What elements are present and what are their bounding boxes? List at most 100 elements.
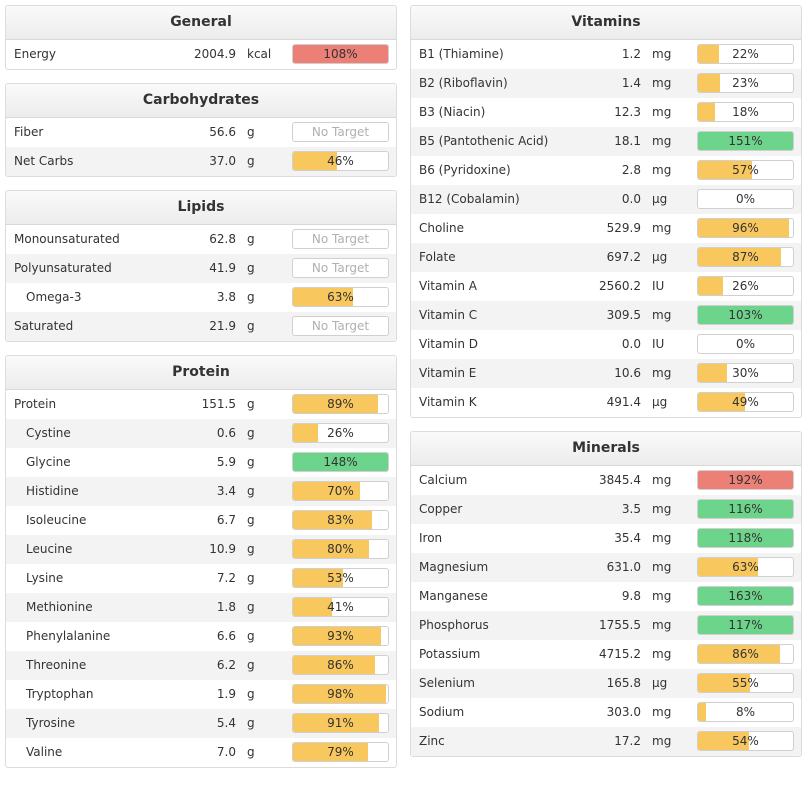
nutrient-row-fiber[interactable]: Fiber 56.6 g No Target <box>6 118 396 147</box>
nutrient-unit: kcal <box>247 47 272 61</box>
nutrient-unit: mg <box>652 76 672 90</box>
nutrient-row-manganese[interactable]: Manganese 9.8 mg 163% <box>411 582 801 611</box>
target-percent-label: 26% <box>732 279 759 293</box>
nutrient-row-tryptophan[interactable]: Tryptophan 1.9 g 98% <box>6 680 396 709</box>
nutrient-row-magnesium[interactable]: Magnesium 631.0 mg 63% <box>411 553 801 582</box>
nutrient-name: B12 (Cobalamin) <box>419 192 520 206</box>
nutrient-name: Choline <box>419 221 464 235</box>
nutrient-row-saturated[interactable]: Saturated 21.9 g No Target <box>6 312 396 341</box>
nutrient-row-zinc[interactable]: Zinc 17.2 mg 54% <box>411 727 801 756</box>
target-progress-bar: 0% <box>697 189 794 209</box>
target-progress-bar: No Target <box>292 229 389 249</box>
target-progress-bar: 80% <box>292 539 389 559</box>
nutrient-row-b12-cobalamin[interactable]: B12 (Cobalamin) 0.0 µg 0% <box>411 185 801 214</box>
nutrient-row-calcium[interactable]: Calcium 3845.4 mg 192% <box>411 466 801 495</box>
minerals-panel: Minerals Calcium 3845.4 mg 192% Copper 3.5 mg 11… <box>410 431 802 757</box>
nutrient-name: Vitamin C <box>419 308 478 322</box>
target-percent-label: 151% <box>728 134 763 148</box>
nutrient-row-leucine[interactable]: Leucine 10.9 g 80% <box>6 535 396 564</box>
nutrient-row-sodium[interactable]: Sodium 303.0 mg 8% <box>411 698 801 727</box>
nutrient-amount: 631.0 <box>606 560 641 574</box>
target-progress-bar: 26% <box>292 423 389 443</box>
nutrient-name: Folate <box>419 250 456 264</box>
nutrient-unit: mg <box>652 221 672 235</box>
nutrient-row-b1-thiamine[interactable]: B1 (Thiamine) 1.2 mg 22% <box>411 40 801 69</box>
nutrient-row-choline[interactable]: Choline 529.9 mg 96% <box>411 214 801 243</box>
nutrient-row-b2-riboflavin[interactable]: B2 (Riboflavin) 1.4 mg 23% <box>411 69 801 98</box>
target-progress-bar: 79% <box>292 742 389 762</box>
nutrient-name: Omega-3 <box>26 290 82 304</box>
nutrient-row-vitamin-a[interactable]: Vitamin A 2560.2 IU 26% <box>411 272 801 301</box>
nutrient-row-valine[interactable]: Valine 7.0 g 79% <box>6 738 396 767</box>
nutrient-name: Magnesium <box>419 560 489 574</box>
nutrient-row-methionine[interactable]: Methionine 1.8 g 41% <box>6 593 396 622</box>
target-progress-bar: 41% <box>292 597 389 617</box>
target-progress-fill <box>698 103 716 121</box>
nutrient-row-iron[interactable]: Iron 35.4 mg 118% <box>411 524 801 553</box>
nutrient-row-energy[interactable]: Energy 2004.9 kcal 108% <box>6 40 396 69</box>
nutrient-row-phenylalanine[interactable]: Phenylalanine 6.6 g 93% <box>6 622 396 651</box>
nutrient-row-threonine[interactable]: Threonine 6.2 g 86% <box>6 651 396 680</box>
nutrient-row-selenium[interactable]: Selenium 165.8 µg 55% <box>411 669 801 698</box>
nutrient-row-potassium[interactable]: Potassium 4715.2 mg 86% <box>411 640 801 669</box>
nutrient-row-net-carbs[interactable]: Net Carbs 37.0 g 46% <box>6 147 396 176</box>
nutrient-row-monounsaturated[interactable]: Monounsaturated 62.8 g No Target <box>6 225 396 254</box>
protein-rows: Protein 151.5 g 89% Cystine 0.6 g 26% Glycine 5.9… <box>6 390 396 767</box>
nutrient-name: Zinc <box>419 734 445 748</box>
target-progress-bar: 108% <box>292 44 389 64</box>
nutrient-row-vitamin-k[interactable]: Vitamin K 491.4 µg 49% <box>411 388 801 417</box>
nutrient-row-lysine[interactable]: Lysine 7.2 g 53% <box>6 564 396 593</box>
nutrient-row-tyrosine[interactable]: Tyrosine 5.4 g 91% <box>6 709 396 738</box>
nutrient-name: Vitamin K <box>419 395 477 409</box>
nutrient-row-polyunsaturated[interactable]: Polyunsaturated 41.9 g No Target <box>6 254 396 283</box>
minerals-panel-title: Minerals <box>411 432 801 466</box>
nutrient-name: Methionine <box>26 600 93 614</box>
vitamins-panel: Vitamins B1 (Thiamine) 1.2 mg 22% B2 (Ribofla… <box>410 5 802 418</box>
target-progress-bar: No Target <box>292 316 389 336</box>
nutrient-unit: mg <box>652 618 672 632</box>
target-progress-fill <box>293 540 369 558</box>
target-percent-label: 8% <box>735 705 756 719</box>
target-percent-label: 53% <box>327 571 354 585</box>
target-progress-fill <box>698 45 719 63</box>
nutrient-name: Energy <box>14 47 57 61</box>
nutrient-name: B5 (Pantothenic Acid) <box>419 134 549 148</box>
nutrient-row-cystine[interactable]: Cystine 0.6 g 26% <box>6 419 396 448</box>
nutrient-name: Histidine <box>26 484 79 498</box>
nutrient-row-vitamin-e[interactable]: Vitamin E 10.6 mg 30% <box>411 359 801 388</box>
target-progress-fill <box>293 45 388 63</box>
nutrient-row-vitamin-d[interactable]: Vitamin D 0.0 IU 0% <box>411 330 801 359</box>
target-progress-bar: 0% <box>697 334 794 354</box>
nutrient-amount: 56.6 <box>209 125 236 139</box>
nutrient-amount: 6.2 <box>216 658 236 672</box>
target-progress-bar: No Target <box>292 122 389 142</box>
nutrient-unit: mg <box>652 734 672 748</box>
nutrient-row-b6-pyridoxine[interactable]: B6 (Pyridoxine) 2.8 mg 57% <box>411 156 801 185</box>
target-progress-fill <box>698 529 793 547</box>
nutrient-name: Threonine <box>26 658 87 672</box>
nutrient-unit: g <box>247 125 255 139</box>
nutrient-row-histidine[interactable]: Histidine 3.4 g 70% <box>6 477 396 506</box>
nutrient-row-vitamin-c[interactable]: Vitamin C 309.5 mg 103% <box>411 301 801 330</box>
nutrient-row-copper[interactable]: Copper 3.5 mg 116% <box>411 495 801 524</box>
nutrient-row-glycine[interactable]: Glycine 5.9 g 148% <box>6 448 396 477</box>
nutrient-unit: g <box>247 745 255 759</box>
lipids-rows: Monounsaturated 62.8 g No Target Polyunsatur… <box>6 225 396 341</box>
nutrient-row-omega-3[interactable]: Omega-3 3.8 g 63% <box>6 283 396 312</box>
nutrient-row-folate[interactable]: Folate 697.2 µg 87% <box>411 243 801 272</box>
nutrient-name: B3 (Niacin) <box>419 105 486 119</box>
nutrient-unit: g <box>247 542 255 556</box>
nutrient-row-isoleucine[interactable]: Isoleucine 6.7 g 83% <box>6 506 396 535</box>
nutrient-row-b5-pantothenic-acid[interactable]: B5 (Pantothenic Acid) 18.1 mg 151% <box>411 127 801 156</box>
target-progress-fill <box>293 685 387 703</box>
nutrient-unit: g <box>247 687 255 701</box>
nutrient-row-phosphorus[interactable]: Phosphorus 1755.5 mg 117% <box>411 611 801 640</box>
target-percent-label: 86% <box>732 647 759 661</box>
nutrient-name: Tyrosine <box>26 716 76 730</box>
nutrient-row-protein[interactable]: Protein 151.5 g 89% <box>6 390 396 419</box>
nutrient-unit: IU <box>652 279 665 293</box>
target-progress-fill <box>293 569 344 587</box>
target-percent-label: 0% <box>735 192 756 206</box>
nutrient-row-b3-niacin[interactable]: B3 (Niacin) 12.3 mg 18% <box>411 98 801 127</box>
target-progress-bar: 86% <box>292 655 389 675</box>
